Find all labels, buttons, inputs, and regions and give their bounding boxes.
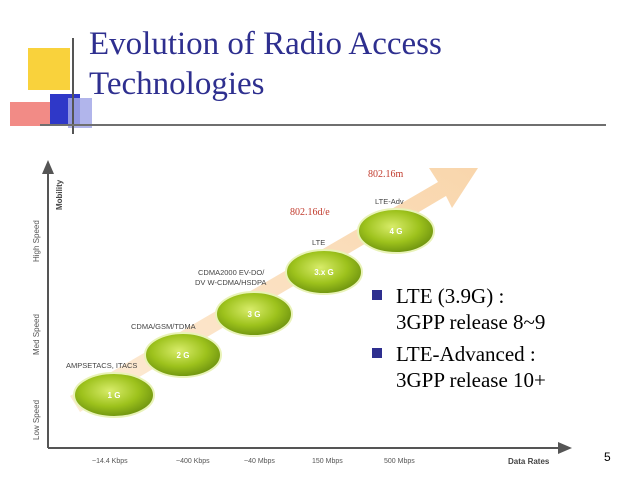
decor-block-yellow (28, 48, 70, 90)
badge-1g (73, 372, 155, 418)
badge-2g (144, 332, 222, 378)
slide-title: Evolution of Radio Access Technologies (89, 24, 609, 104)
x-tick-1: ~14.4 Kbps (92, 458, 128, 465)
badge-4g (357, 208, 435, 254)
badge-3g (215, 291, 293, 337)
badge-2g-label: 2 G (177, 351, 190, 360)
page-number: 5 (604, 450, 611, 464)
title-line-2: Technologies (89, 66, 265, 102)
title-divider (40, 124, 606, 126)
bullet-lte-adv-line1: LTE-Advanced : (396, 342, 536, 366)
bullet-lte-line2: 3GPP release 8~9 (396, 310, 546, 334)
bullet-lte-line1: LTE (3.9G) : (396, 284, 505, 308)
y-level-low: Low Speed (32, 400, 41, 440)
badge-3g-label: 3 G (248, 310, 261, 319)
x-tick-5: 500 Mbps (384, 458, 415, 465)
x-axis-label: Data Rates (508, 457, 550, 466)
bullet-list: LTE (3.9G) : 3GPP release 8~9 LTE-Advanc… (370, 283, 630, 399)
x-tick-4: 150 Mbps (312, 458, 343, 465)
bullet-lte-adv-line2: 3GPP release 10+ (396, 368, 546, 392)
decor-vertical-line (72, 38, 74, 134)
x-tick-3: ~40 Mbps (244, 458, 275, 465)
caption-lte-adv: LTE-Adv (375, 197, 404, 206)
caption-3g-line1: CDMA2000 EV-DO/ (198, 268, 265, 277)
badge-3xg (285, 249, 363, 295)
y-axis-arrowhead (42, 160, 54, 174)
annotation-80216m: 802.16m (368, 169, 404, 180)
bullet-square-icon (372, 348, 382, 358)
caption-1g: AMPSETACS, ITACS (66, 361, 137, 370)
bullet-square-icon (372, 290, 382, 300)
bullet-item-lte: LTE (3.9G) : 3GPP release 8~9 (370, 283, 630, 335)
y-axis-label: Mobility (55, 179, 64, 210)
caption-lte: LTE (312, 238, 325, 247)
annotation-80216de: 802.16d/e (290, 207, 330, 218)
badge-4g-label: 4 G (390, 227, 403, 236)
title-line-1: Evolution of Radio Access (89, 26, 442, 62)
y-level-med: Med Speed (32, 314, 41, 355)
x-tick-2: ~400 Kbps (176, 458, 210, 465)
caption-3g-line2: DV W-CDMA/HSDPA (195, 278, 266, 287)
x-axis-arrowhead (558, 442, 572, 454)
badge-1g-label: 1 G (108, 391, 121, 400)
bullet-item-lte-advanced: LTE-Advanced : 3GPP release 10+ (370, 341, 630, 393)
badge-3xg-label: 3.x G (314, 268, 334, 277)
y-level-high: High Speed (32, 220, 41, 262)
caption-2g: CDMA/GSM/TDMA (131, 322, 196, 331)
